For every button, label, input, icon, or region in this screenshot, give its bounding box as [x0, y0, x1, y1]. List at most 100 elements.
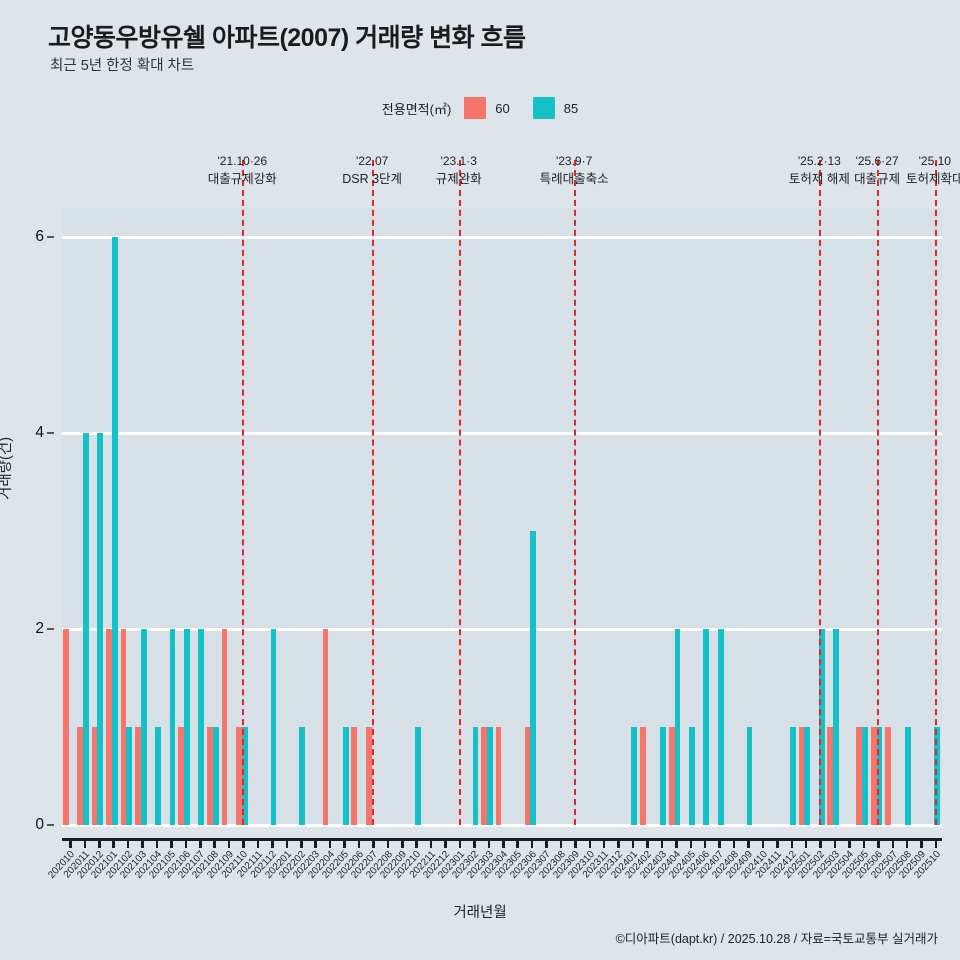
x-tick-mark: [646, 838, 649, 848]
x-tick-mark: [833, 838, 837, 848]
x-tick-mark: [848, 838, 851, 848]
event-label-202309: '23.9·7 특례대출축소: [540, 153, 609, 189]
x-tick-mark: [328, 838, 332, 848]
y-tick-label: 4: [35, 424, 44, 442]
x-tick-mark: [631, 838, 635, 848]
y-tick-label: 6: [35, 228, 44, 246]
x-tick-mark: [819, 838, 822, 848]
x-tick-mark: [574, 838, 577, 848]
x-tick-mark: [343, 838, 346, 848]
bar-60-202204: [322, 629, 329, 825]
x-tick-mark: [372, 838, 375, 848]
x-tick-mark: [530, 838, 534, 848]
bar-60-202506: [870, 727, 877, 825]
bar-60-202108: [207, 727, 213, 825]
x-tick-mark: [905, 838, 909, 848]
y-tick-mark: [47, 824, 54, 826]
x-tick-mark: [444, 838, 447, 848]
bar-85-202103: [140, 629, 147, 825]
event-name: DSR 3단계: [342, 172, 403, 187]
x-tick-mark: [473, 838, 476, 848]
legend: 전용면적(㎡) 60 85: [0, 97, 960, 119]
x-tick-mark: [314, 838, 317, 848]
x-tick-mark: [675, 838, 678, 848]
x-axis-title: 거래년월: [453, 905, 507, 921]
y-tick-mark: [47, 432, 54, 435]
bar-85-202302: [472, 727, 479, 825]
bar-60-202206: [351, 727, 358, 825]
bar-85-202107: [198, 629, 205, 825]
x-tick-mark: [487, 838, 491, 848]
bar-60-202304: [495, 727, 502, 825]
event-line-202506: [877, 160, 880, 825]
bar-85-202401: [631, 727, 638, 825]
x-tick-mark: [126, 838, 130, 848]
x-tick-mark: [357, 838, 361, 848]
x-tick-mark: [69, 838, 72, 848]
bar-85-202112: [270, 629, 277, 825]
bar-85-202506: [876, 727, 883, 825]
x-tick-mark: [804, 838, 808, 848]
legend-swatch-60: [464, 97, 487, 119]
bar-85-202012: [97, 433, 104, 825]
event-label-202502: '25.2·13 토허제 해제: [789, 153, 850, 189]
event-label-202207: '22.07 DSR 3단계: [342, 153, 402, 189]
x-tick-mark: [617, 838, 620, 848]
event-date: '23.9·7: [555, 154, 593, 168]
bar-85-202202: [299, 727, 306, 825]
event-date: '25.2·13: [797, 154, 841, 168]
bar-60-202402: [639, 727, 646, 825]
plot-area: [62, 160, 942, 827]
x-tick-mark: [588, 838, 592, 848]
x-tick-mark: [862, 838, 866, 848]
bar-85-202101: [111, 237, 118, 825]
x-tick-mark: [790, 838, 794, 848]
bar-85-202503: [833, 629, 839, 825]
bar-85-202412: [789, 727, 796, 825]
bar-85-202404: [674, 629, 681, 825]
x-tick-mark: [213, 838, 216, 848]
x-tick-mark: [386, 838, 390, 848]
x-tick-mark: [747, 838, 750, 848]
bar-60-202207: [365, 727, 372, 825]
x-tick-mark: [934, 838, 938, 848]
x-tick-mark: [920, 838, 923, 848]
footer-credit: ©디아파트(dapt.kr) / 2025.10.28 / 자료=국토교통부 실…: [615, 932, 938, 946]
x-tick-mark: [401, 838, 404, 848]
bar-85-202407: [717, 629, 724, 825]
bar-85-202508: [905, 727, 912, 825]
x-axis: [62, 838, 942, 848]
x-tick-mark: [112, 838, 115, 848]
event-name: 특례대출축소: [539, 172, 609, 187]
bar-85-202403: [660, 727, 666, 825]
x-tick-mark: [98, 838, 101, 848]
event-date: '21.10·26: [217, 154, 268, 168]
event-name: 규제완화: [435, 172, 482, 187]
legend-swatch-85: [532, 97, 555, 119]
event-date: '22.07: [355, 154, 389, 168]
x-tick-mark: [415, 838, 418, 848]
x-tick-mark: [660, 838, 664, 848]
bar-85-202104: [155, 727, 161, 825]
y-tick-label: 2: [35, 620, 44, 638]
event-label-202510: '25.10 토허제확대: [906, 153, 960, 189]
x-tick-mark: [285, 838, 289, 848]
bar-85-202502: [818, 629, 825, 825]
bar-60-202503: [827, 727, 834, 825]
x-tick-mark: [559, 838, 563, 848]
bar-85-202303: [486, 727, 493, 825]
bar-85-202505: [862, 727, 868, 825]
x-tick-mark: [545, 838, 548, 848]
page-subtitle: 최근 5년 한정 확대 차트: [50, 58, 195, 74]
event-line-202309: [574, 160, 577, 825]
gridline: [62, 235, 942, 239]
page-title: 고양동우방유쉘 아파트(2007) 거래량 변화 흐름: [48, 24, 526, 52]
event-date: '25.6·27: [855, 154, 899, 168]
bar-60-202110: [235, 727, 242, 825]
bar-85-202409: [746, 727, 753, 825]
x-tick-mark: [703, 838, 707, 848]
bar-60-202103: [134, 727, 141, 825]
bar-60-202404: [668, 727, 675, 825]
event-date: '25.10: [918, 154, 951, 168]
